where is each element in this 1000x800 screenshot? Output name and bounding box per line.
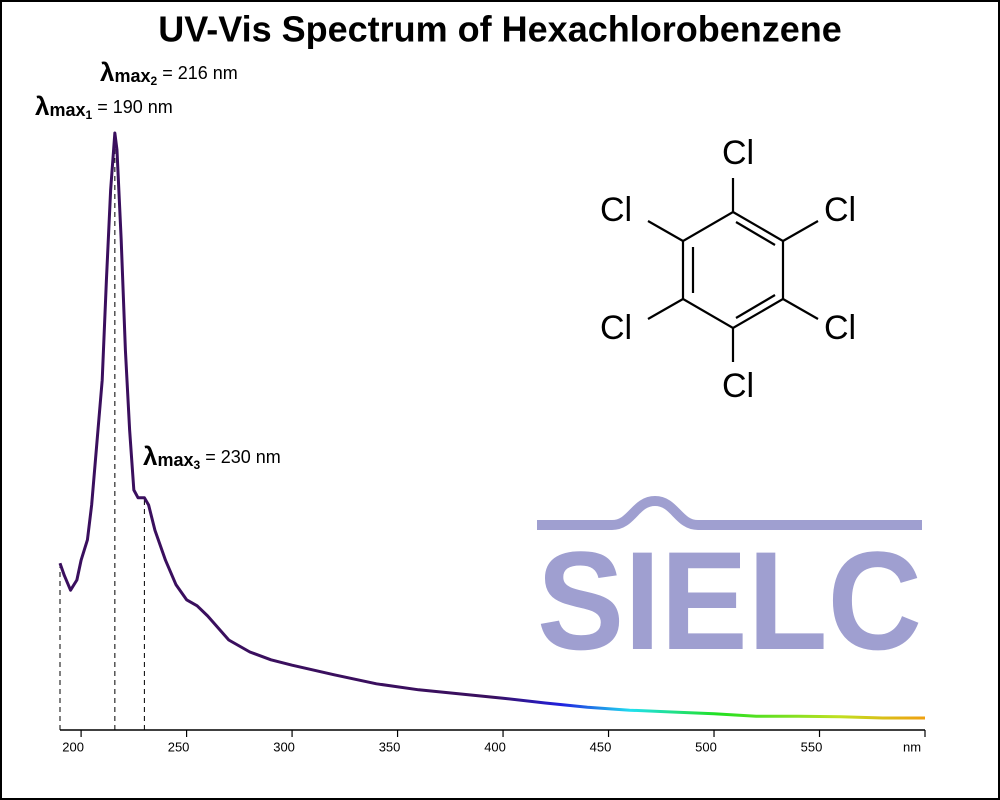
x-tick-label: 500 [695, 739, 717, 754]
annotation-index: 2 [151, 74, 158, 88]
annotation-sub: max [49, 100, 85, 120]
annotation: λmax3 = 230 nm [143, 441, 281, 472]
x-tick-label: 200 [62, 739, 84, 754]
annotation-symbol: λ [35, 91, 50, 121]
annotation-index: 1 [86, 108, 93, 122]
atom-label: Cl [722, 367, 754, 405]
double-bond [735, 221, 776, 246]
atom-label: Cl [600, 191, 632, 229]
annotation-sub: max [157, 450, 193, 470]
spectrum-line [58, 131, 925, 720]
annotation-index: 3 [194, 458, 201, 472]
atom-label: Cl [824, 309, 856, 347]
logo-arc [537, 495, 922, 530]
annotation: λmax1 = 190 nm [35, 91, 173, 122]
atom-label: Cl [824, 191, 856, 229]
annotation-text: = 230 nm [205, 447, 281, 467]
bond [647, 220, 684, 242]
chart-title: UV-Vis Spectrum of Hexachlorobenzene [158, 9, 842, 50]
annotation-text: = 216 nm [162, 63, 238, 83]
annotation-sub: max [114, 66, 150, 86]
x-tick-label: 300 [273, 739, 295, 754]
annotation: λmax2 = 216 nm [100, 57, 238, 88]
annotation-text: = 190 nm [97, 97, 173, 117]
bond [647, 298, 684, 320]
x-tick-label: 450 [590, 739, 612, 754]
logo: SIELC [537, 495, 922, 679]
atom-label: Cl [722, 134, 754, 172]
x-tick-label: 400 [484, 739, 506, 754]
bond [782, 220, 819, 242]
annotation-symbol: λ [100, 57, 115, 87]
bond [782, 298, 819, 320]
x-tick-label: nm [903, 739, 921, 754]
double-bond [735, 294, 776, 319]
molecule [647, 178, 819, 362]
annotation-symbol: λ [143, 441, 158, 471]
x-tick-label: 250 [168, 739, 190, 754]
atom-label: Cl [600, 309, 632, 347]
x-tick-label: 550 [801, 739, 823, 754]
logo-text: SIELC [537, 522, 922, 679]
x-tick-label: 350 [379, 739, 401, 754]
